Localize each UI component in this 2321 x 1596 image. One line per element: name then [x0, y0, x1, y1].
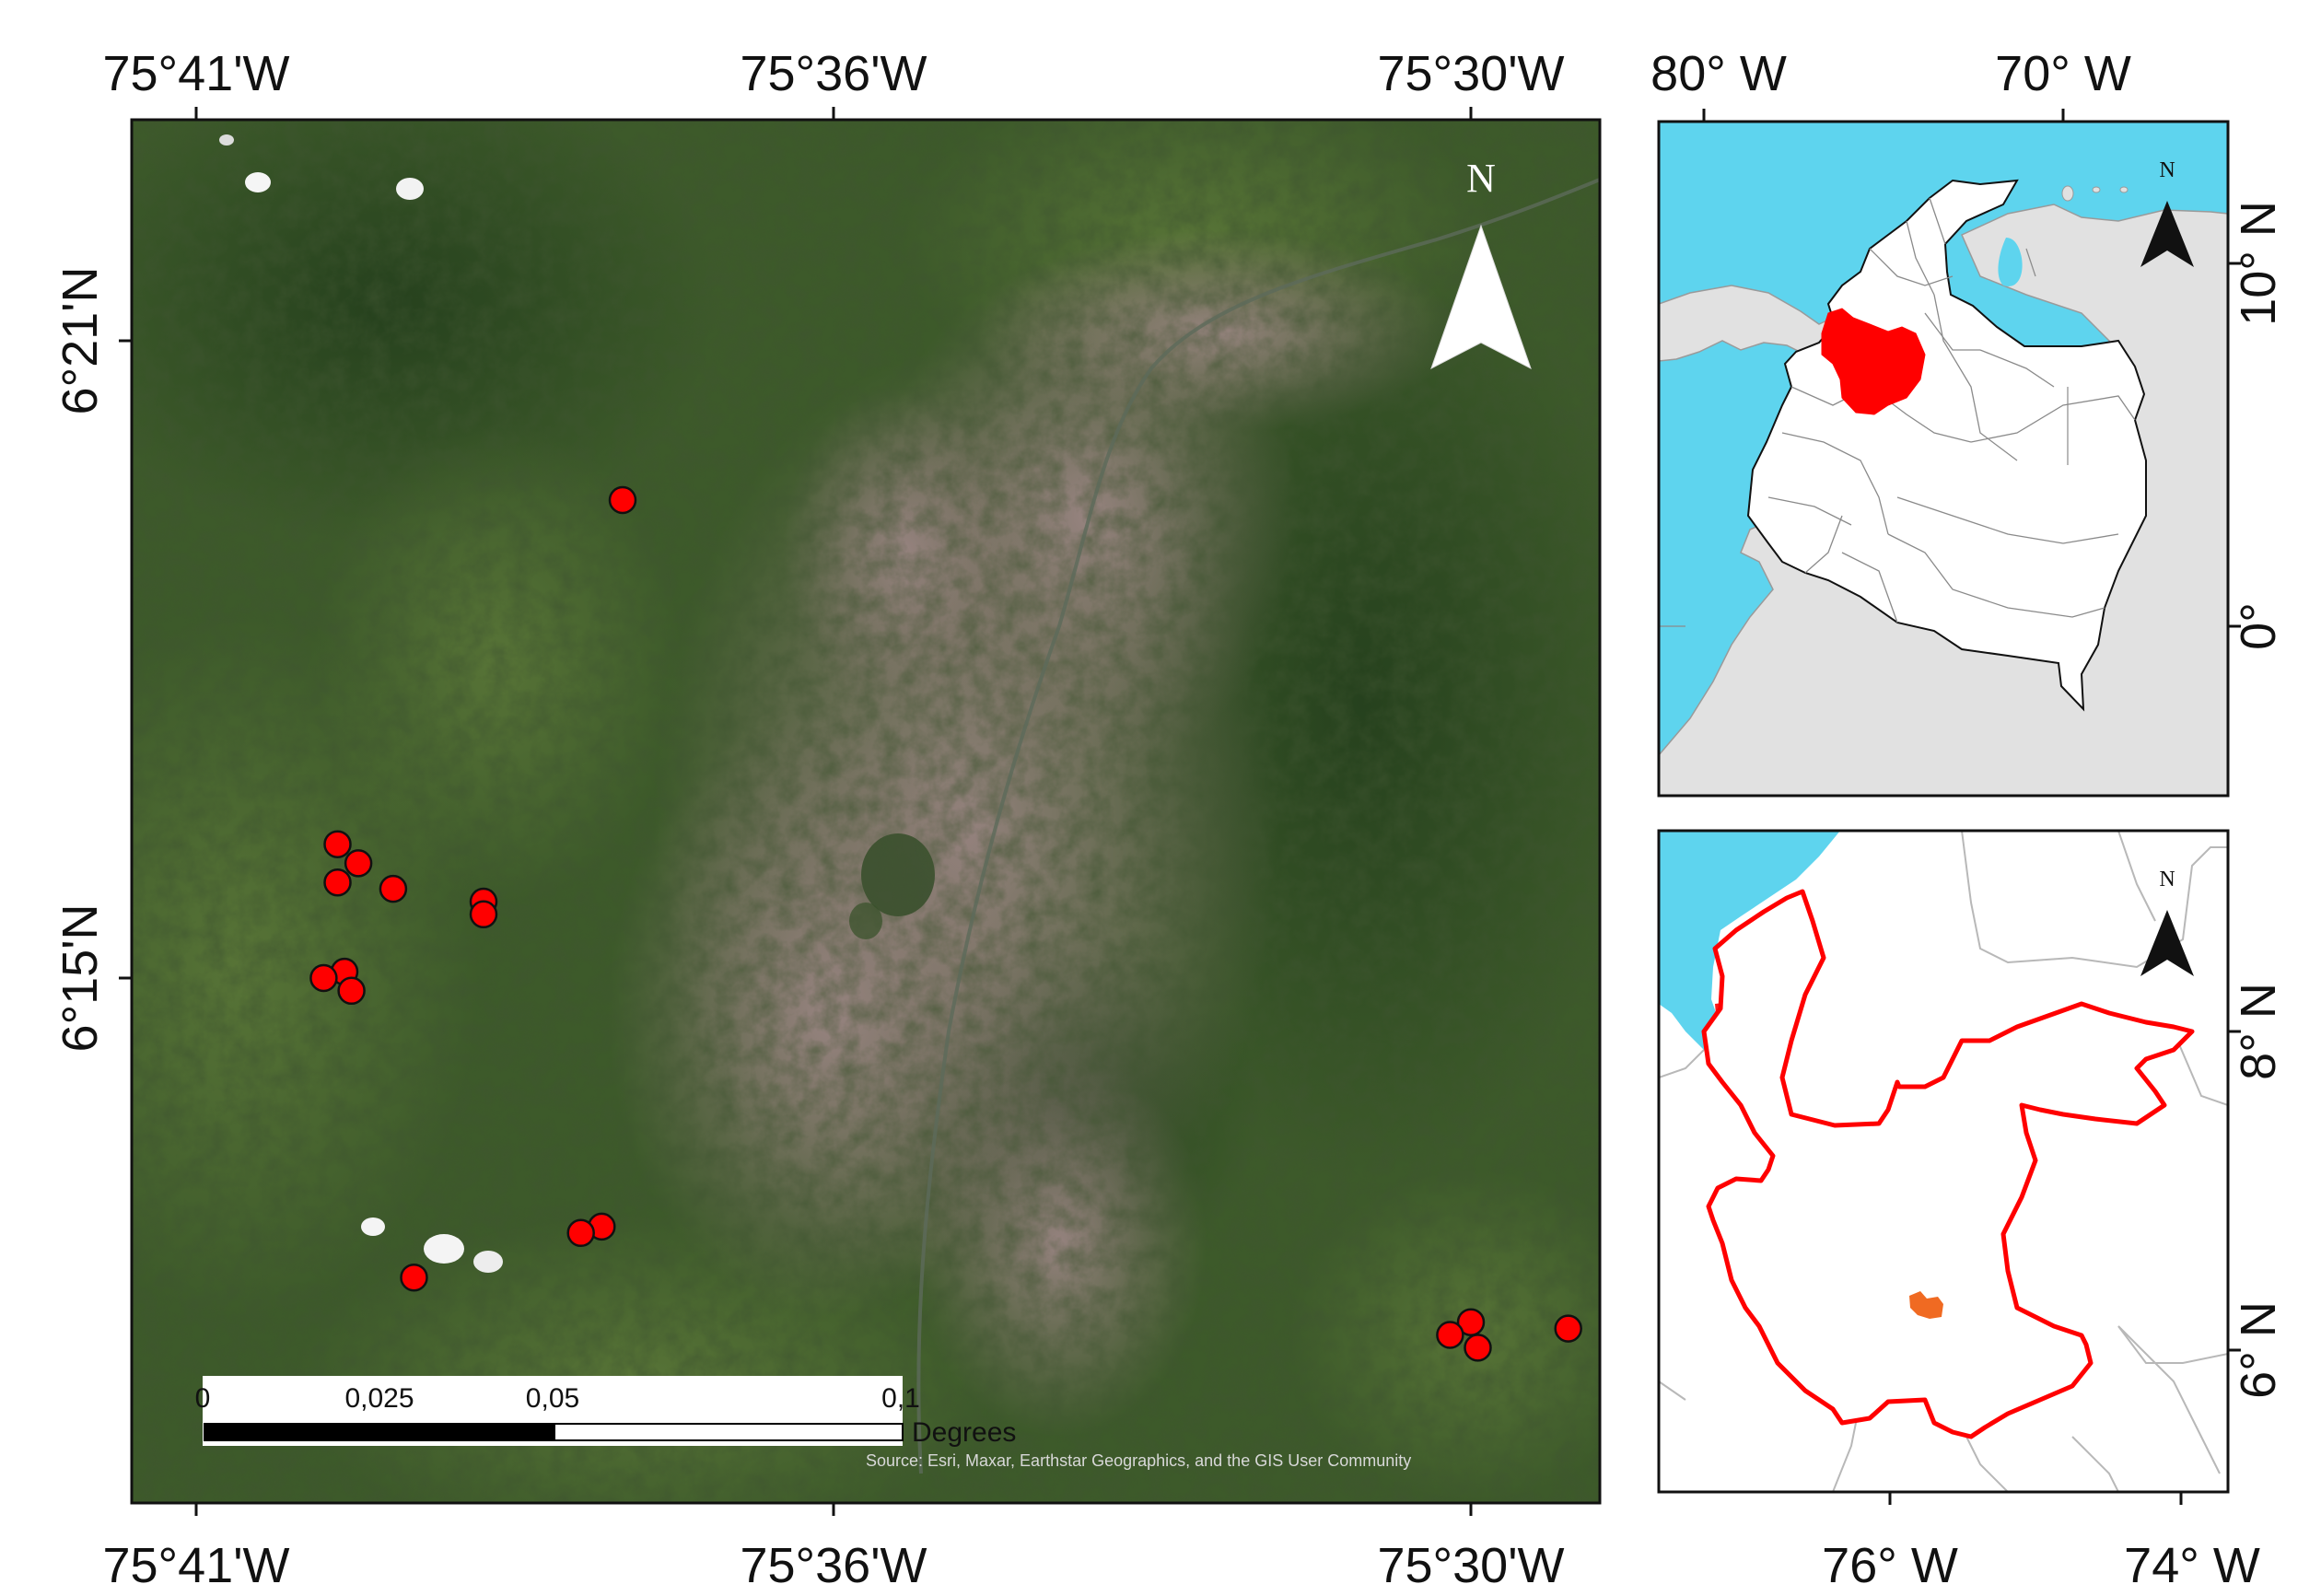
inset1-north-arrow: N	[2140, 158, 2194, 267]
scale-bar: 0 0,025 0,05 0,1 Degrees	[195, 1376, 1016, 1448]
inset1-lon-label-1: 80° W	[1650, 46, 1787, 101]
sample-points	[192, 0, 1582, 1362]
sample-point-17	[1456, 1308, 1486, 1336]
main-map-frame	[130, 118, 1602, 1505]
sample-point-16	[566, 1218, 595, 1248]
north-label: N	[1466, 156, 1496, 201]
sample-point-4	[608, 485, 637, 515]
sample-point-3	[227, 0, 253, 3]
inset2-lon-label-1: 76° W	[1822, 1538, 1958, 1593]
bottom-lon-label-3: 75°30'W	[1377, 1538, 1564, 1593]
sample-point-12	[309, 963, 338, 993]
scale-tick-1: 0,025	[344, 1383, 414, 1414]
inset-map-colombia: N 80° W 70° W 10° N 0°	[1650, 46, 2286, 798]
main-map-graticule-labels: 75°41'W 75°36'W 75°30'W 75°41'W 75°36'W …	[52, 46, 1565, 1593]
inset2-lon-label-2: 74° W	[2124, 1538, 2260, 1593]
antioquia-highlight	[1821, 308, 1926, 415]
lat-label-1: 6°21'N	[52, 267, 108, 415]
map-attribution: Source: Esri, Maxar, Earthstar Geographi…	[866, 1451, 1411, 1470]
study-area	[1909, 1291, 1943, 1319]
antioquia-boundary	[1701, 889, 2195, 1439]
sample-point-19	[1464, 1334, 1492, 1362]
sample-point-10	[469, 900, 498, 929]
inset-map-antioquia: N 76° W 74° W 8° N 6° N	[1657, 829, 2286, 1593]
sample-point-13	[337, 976, 366, 1006]
sample-point-20	[1554, 1314, 1582, 1343]
scale-tick-2: 0,05	[526, 1383, 579, 1414]
bottom-lon-label-2: 75°36'W	[740, 1538, 927, 1593]
sample-point-18	[1436, 1321, 1464, 1349]
satellite-map	[132, 120, 1600, 1503]
inset1-lon-label-2: 70° W	[1995, 46, 2131, 101]
top-lon-label-1: 75°41'W	[102, 46, 289, 101]
top-lon-label-3: 75°30'W	[1377, 46, 1564, 101]
inset2-north-arrow: N	[2140, 868, 2194, 976]
north-arrow: N	[1430, 156, 1532, 370]
inset2-north-label: N	[2159, 868, 2175, 891]
sample-point-5	[323, 830, 352, 858]
scale-unit: Degrees	[912, 1417, 1016, 1448]
scale-tick-0: 0	[195, 1383, 211, 1414]
lat-label-2: 6°15'N	[52, 904, 108, 1053]
scale-tick-3: 0,1	[881, 1383, 920, 1414]
sample-point-7	[323, 868, 352, 897]
inset1-north-label: N	[2159, 158, 2175, 182]
sample-point-2	[192, 0, 218, 9]
sample-point-14	[400, 1263, 428, 1292]
sample-point-8	[379, 874, 408, 903]
sample-point-6	[344, 849, 373, 878]
top-lon-label-2: 75°36'W	[740, 46, 927, 101]
bottom-lon-label-1: 75°41'W	[102, 1538, 289, 1593]
